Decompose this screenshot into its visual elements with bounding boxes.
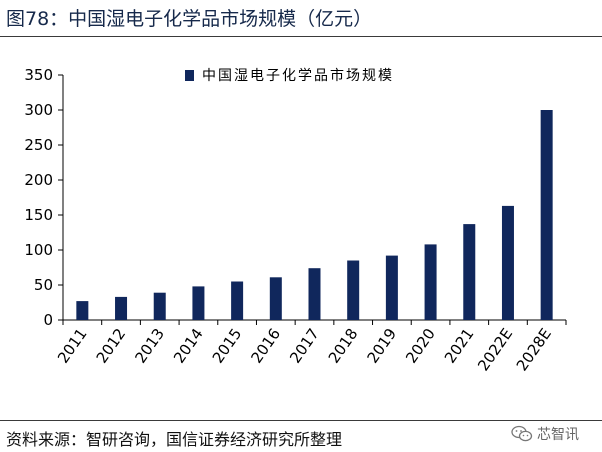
y-tick-label: 200 (24, 171, 53, 189)
bar-chart: 2011 2012 2013 2014 2015 2016 2017 2018 2019 2020… (24, 66, 567, 374)
bar-2019 (385, 255, 398, 320)
y-tick-label: 150 (24, 206, 53, 224)
x-tick-label: 2020 (402, 325, 439, 367)
x-tick-label: 2013 (131, 325, 168, 367)
source-note: 资料来源：智研咨询，国信证券经济研究所整理 (6, 430, 343, 449)
legend-swatch (185, 70, 194, 81)
y-tick-label: 350 (24, 66, 53, 84)
legend: 中国湿电子化学品市场规模 (185, 67, 394, 84)
y-tick-label: 250 (24, 136, 53, 154)
legend-label: 中国湿电子化学品市场规模 (202, 67, 394, 84)
bar-2015 (231, 281, 244, 320)
x-tick-label: 2019 (364, 325, 401, 367)
bar-2016 (269, 277, 282, 320)
x-tick-label: 2022E (474, 325, 516, 374)
y-tick-labels: 0 50 100 150 200 250 300 350 (24, 66, 53, 329)
y-tick-label: 0 (43, 311, 53, 329)
x-tick-label: 2018 (325, 325, 362, 367)
figure-title: 图78：中国湿电子化学品市场规模（亿元） (6, 8, 373, 30)
watermark-text: 芯智讯 (537, 427, 579, 443)
bar-2017 (308, 268, 321, 320)
bar-2020 (424, 244, 437, 320)
x-tick-label: 2016 (247, 325, 284, 367)
bar-2028E (540, 110, 553, 320)
top-divider (0, 36, 602, 37)
axes (58, 74, 567, 325)
watermark: 芯智讯 (511, 424, 579, 444)
bars (76, 110, 553, 320)
bar-2021 (463, 224, 476, 320)
bar-2013 (153, 292, 166, 320)
bar-2012 (115, 296, 128, 320)
x-tick-label: 2012 (93, 325, 130, 367)
x-tick-labels: 2011 2012 2013 2014 2015 2016 2017 2018 2019 2020… (54, 325, 555, 374)
x-tick-label: 2021 (441, 325, 478, 367)
y-tick-label: 100 (24, 241, 53, 259)
x-tick-label: 2011 (54, 325, 91, 367)
bar-2022E (501, 205, 514, 320)
wechat-icon (511, 425, 533, 442)
bar-2011 (76, 301, 89, 320)
x-tick-label: 2014 (170, 325, 207, 367)
bottom-divider (0, 420, 602, 421)
x-tick-label: 2028E (513, 325, 555, 374)
x-tick-label: 2015 (209, 325, 246, 367)
y-tick-label: 300 (24, 101, 53, 119)
x-tick-label: 2017 (286, 325, 323, 367)
y-tick-label: 50 (34, 276, 53, 294)
bar-2018 (347, 260, 360, 320)
bar-2014 (192, 286, 205, 320)
